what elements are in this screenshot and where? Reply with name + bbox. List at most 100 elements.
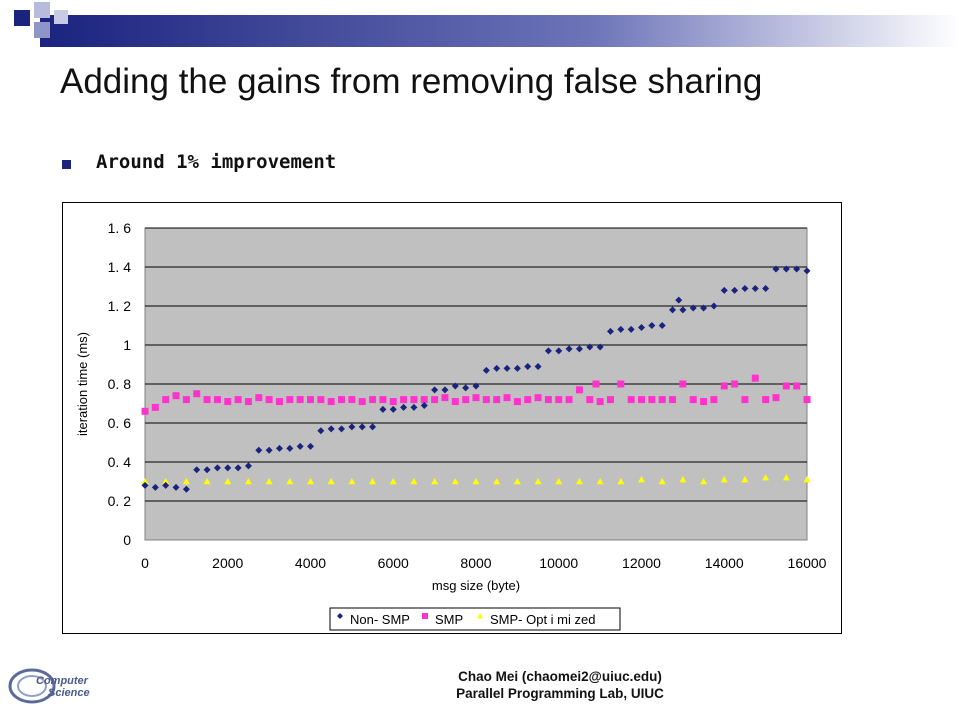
series-1-point	[151, 403, 159, 411]
series-2-point	[720, 476, 728, 483]
series-2-point	[431, 478, 439, 485]
series-2-point	[265, 478, 273, 485]
footer-author: Chao Mei (chaomei2@uiuc.edu)	[458, 669, 662, 684]
series-1-point	[327, 398, 335, 406]
series-2-point	[575, 478, 583, 485]
series-1-point	[596, 398, 604, 406]
series-1-point	[710, 396, 718, 404]
slide-title: Adding the gains from removing false sha…	[60, 62, 763, 101]
series-1-point	[275, 398, 283, 406]
footer-lab: Parallel Programming Lab, UIUC	[456, 686, 664, 701]
series-2-point	[534, 478, 542, 485]
series-0-point	[141, 481, 149, 489]
svg-text:Computer: Computer	[36, 675, 89, 687]
series-0-point	[369, 423, 377, 431]
series-0-point	[451, 382, 459, 390]
footer: Chao Mei (chaomei2@uiuc.edu) Parallel Pr…	[360, 668, 760, 702]
series-1-point	[762, 396, 770, 404]
series-1-point	[534, 394, 542, 402]
series-0-point	[193, 466, 201, 474]
header-square-dark	[14, 10, 30, 26]
y-tick-label: 0. 2	[108, 493, 132, 509]
series-1-point	[203, 396, 211, 404]
y-tick-label: 1. 4	[108, 259, 132, 275]
series-1-point	[689, 396, 697, 404]
series-2-point	[327, 478, 335, 485]
series-1-point	[772, 394, 780, 402]
series-0-point	[400, 403, 408, 411]
x-tick-label: 10000	[539, 555, 578, 571]
series-0-point	[420, 401, 428, 409]
series-0-point	[182, 485, 190, 493]
x-tick-label: 16000	[788, 555, 827, 571]
series-0-point	[286, 444, 294, 452]
series-1-point	[172, 392, 180, 400]
series-1-point	[638, 396, 645, 404]
y-tick-label: 1. 2	[108, 298, 132, 314]
series-2-point	[513, 478, 521, 485]
x-tick-label: 4000	[295, 555, 326, 571]
series-1-point	[307, 396, 314, 404]
series-2-point	[555, 478, 563, 485]
series-1-point	[234, 396, 242, 404]
series-1-point	[420, 396, 428, 404]
series-0-point	[700, 304, 708, 312]
series-2-point	[224, 478, 232, 485]
series-1-point	[586, 396, 594, 404]
series-0-point	[534, 362, 542, 370]
series-1-point	[565, 396, 573, 404]
series-0-point	[524, 362, 532, 370]
series-1-point	[317, 396, 325, 404]
series-1-point	[400, 396, 408, 404]
legend-box	[329, 607, 621, 631]
legend-marker	[477, 613, 483, 619]
series-0-point	[462, 384, 470, 392]
series-2-point	[679, 476, 687, 483]
x-tick-label: 6000	[378, 555, 409, 571]
series-1-point	[482, 396, 490, 404]
series-0-point	[431, 386, 439, 394]
series-0-point	[348, 423, 356, 431]
series-0-point	[265, 446, 273, 454]
series-0-point	[338, 425, 346, 433]
series-2-point	[307, 478, 314, 485]
series-2-point	[472, 478, 480, 485]
series-0-point	[627, 325, 635, 333]
y-tick-label: 0. 6	[108, 415, 132, 431]
series-2-point	[493, 478, 501, 485]
series-2-point	[141, 478, 149, 485]
series-1-point	[720, 382, 728, 390]
series-0-point	[482, 366, 490, 374]
legend-label: Non- SMP	[350, 612, 410, 627]
x-tick-label: 14000	[705, 555, 744, 571]
series-0-point	[472, 382, 480, 390]
y-axis-label: iteration time (ms)	[75, 332, 90, 436]
series-1-point	[793, 382, 801, 390]
series-0-point	[772, 265, 780, 273]
bullet-marker	[62, 160, 71, 169]
series-1-point	[348, 396, 356, 404]
series-1-point	[286, 396, 294, 404]
series-0-point	[151, 483, 159, 491]
series-2-point	[762, 474, 770, 481]
series-0-point	[648, 322, 656, 329]
series-1-point	[379, 396, 387, 404]
series-1-point	[544, 396, 552, 404]
series-0-point	[234, 464, 242, 472]
series-2-point	[782, 474, 790, 481]
series-0-point	[213, 464, 221, 472]
legend-label: SMP	[435, 612, 463, 627]
series-2-point	[244, 478, 252, 485]
computer-science-logo: Computer Science	[8, 668, 90, 704]
series-0-point	[296, 442, 304, 450]
series-0-point	[741, 284, 749, 292]
series-1-point	[141, 407, 149, 415]
legend-label: SMP- Opt i mi zed	[490, 612, 595, 627]
series-0-point	[244, 462, 252, 470]
y-tick-label: 0. 8	[108, 376, 132, 392]
series-0-point	[379, 405, 387, 413]
header-gradient-band	[14, 2, 960, 47]
series-1-point	[358, 398, 366, 406]
series-1-point	[338, 396, 346, 404]
series-1-point	[741, 396, 749, 404]
